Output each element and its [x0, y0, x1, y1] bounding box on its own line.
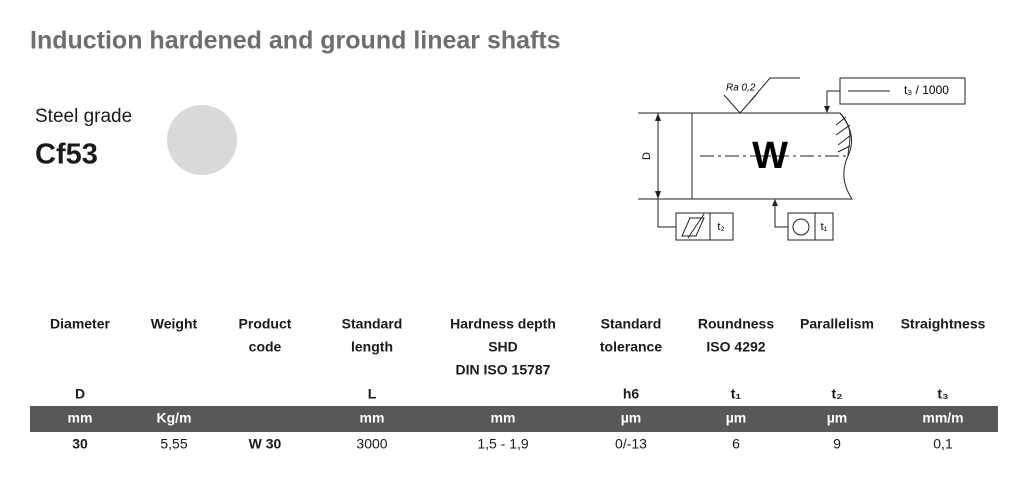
- column-header: Hardness depth: [450, 316, 556, 332]
- table-cell: 3000: [356, 436, 387, 452]
- straightness-leader: [826, 90, 890, 110]
- column-header: Roundness: [698, 316, 774, 332]
- column-unit: µm: [621, 410, 642, 426]
- roundness-label: t₁: [821, 221, 828, 233]
- table-cell: 5,55: [160, 436, 187, 452]
- column-unit: µm: [726, 410, 747, 426]
- column-header: Standard: [601, 316, 662, 332]
- units-band: [30, 406, 998, 432]
- column-unit: mm/m: [922, 410, 963, 426]
- column-header: Diameter: [50, 316, 110, 332]
- steel-swatch: [167, 105, 237, 175]
- shaft-outline: [691, 112, 840, 200]
- technical-drawing: W D Ra 0,2 t₃ / 1000 t₂ t₁: [638, 77, 966, 241]
- roundness-symbol: [792, 218, 810, 236]
- roughness-symbol: [723, 77, 800, 114]
- column-header: DIN ISO 15787: [456, 362, 551, 378]
- column-header: Weight: [151, 316, 198, 332]
- table-cell: 0,1: [933, 436, 953, 452]
- column-symbol: D: [75, 386, 85, 402]
- column-symbol: h6: [623, 386, 640, 402]
- table-cell: 6: [732, 436, 740, 452]
- shaft-mark: W: [752, 135, 788, 177]
- arrow: [824, 106, 830, 113]
- parallelism-symbol: [681, 213, 711, 240]
- table-cell: 30: [72, 436, 88, 452]
- parallelism-leader: [657, 199, 676, 228]
- title: Induction hardened and ground linear sha…: [30, 27, 561, 55]
- roundness-box: [787, 212, 834, 241]
- roundness-leader: [774, 202, 788, 228]
- column-unit: Kg/m: [157, 410, 192, 426]
- roughness-label: Ra 0,2: [726, 83, 756, 94]
- column-header: ISO 4292: [706, 339, 765, 355]
- parallelism-box: [675, 212, 734, 241]
- dimension: [638, 112, 692, 200]
- column-symbol: t₂: [832, 386, 843, 402]
- steel-label: Steel grade: [35, 106, 132, 127]
- column-header: Parallelism: [800, 316, 874, 332]
- parallelism-label: t₂: [717, 221, 724, 233]
- arrow: [772, 199, 778, 206]
- hatch: [835, 112, 852, 157]
- table-cell: W 30: [249, 436, 282, 452]
- column-header: code: [249, 339, 282, 355]
- column-symbol: L: [368, 386, 377, 402]
- column-unit: µm: [827, 410, 848, 426]
- column-header: Product: [239, 316, 292, 332]
- table-cell: 0/-13: [615, 436, 647, 452]
- column-header: Straightness: [901, 316, 986, 332]
- column-symbol: t₁: [731, 386, 742, 402]
- column-header: SHD: [488, 339, 518, 355]
- column-unit: mm: [68, 410, 93, 426]
- diameter-label: D: [641, 152, 653, 160]
- column-unit: mm: [491, 410, 516, 426]
- steel-grade: Cf53: [35, 139, 98, 171]
- column-header: length: [351, 339, 393, 355]
- column-symbol: t₃: [937, 386, 948, 402]
- table-cell: 1,5 - 1,9: [477, 436, 529, 452]
- straightness-label: t₃ / 1000: [904, 83, 949, 97]
- table-cell: 9: [833, 436, 841, 452]
- column-unit: mm: [360, 410, 385, 426]
- column-header: Standard: [342, 316, 403, 332]
- column-header: tolerance: [600, 339, 662, 355]
